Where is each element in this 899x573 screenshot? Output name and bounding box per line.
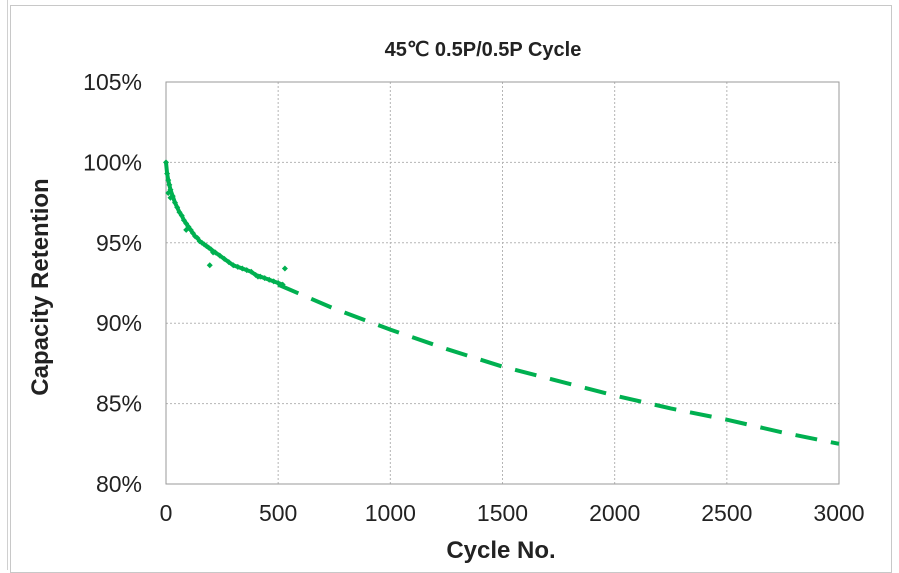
data-point [221,255,228,262]
tick-labels: 0 500 1000 1500 2000 2500 3000 80% 85% 90% 95% 100%… [83,69,864,526]
y-tick-label: 85% [96,391,142,417]
chart-title: 45℃ 0.5P/0.5P Cycle [385,39,582,61]
data-point [234,263,241,270]
x-tick-label: 3000 [813,500,864,526]
data-point [225,259,232,266]
outlier-point [254,273,261,280]
data-point [164,170,171,177]
data-point [239,265,246,272]
outlier-point [165,189,172,196]
plot-area [165,81,840,485]
y-tick-label: 100% [83,149,142,175]
outlier-point [281,265,288,272]
outlier-point [167,194,174,201]
data-point [216,252,223,259]
outlier-point [206,262,213,269]
x-tick-label: 500 [259,500,297,526]
data-point [163,159,169,166]
y-axis-label: Capacity Retention [27,178,54,395]
y-tick-label: 105% [83,69,142,95]
data-point [266,276,273,283]
x-tick-label: 0 [160,500,173,526]
y-tick-label: 90% [96,310,142,336]
data-point [248,268,255,275]
data-point [261,275,268,282]
y-tick-label: 95% [96,230,142,256]
data-point [171,199,178,206]
x-tick-label: 1000 [365,500,416,526]
outlier-point [183,226,190,233]
trend-line [277,282,840,446]
data-point [243,267,250,274]
data-point [270,278,277,285]
data-marks [163,159,840,446]
left-edge-divider [0,0,8,570]
data-point [165,177,172,184]
y-tick-label: 80% [96,471,142,497]
outlier-point [210,249,217,256]
x-tick-label: 2500 [701,500,752,526]
x-axis-label: Cycle No. [446,537,555,564]
x-tick-label: 2000 [589,500,640,526]
data-point [166,181,173,188]
x-tick-label: 1500 [477,500,528,526]
data-point [174,204,181,211]
data-point [230,262,237,269]
data-point [178,212,185,219]
